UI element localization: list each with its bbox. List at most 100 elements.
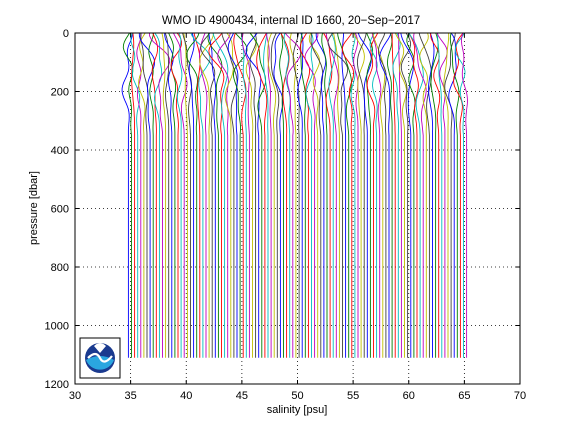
profile-line — [199, 32, 214, 358]
profile-line — [448, 32, 457, 358]
profile-line — [164, 32, 170, 358]
profile-line — [173, 32, 188, 358]
y-tick-labels: 0 200 400 600 800 1000 1200 — [45, 28, 69, 391]
profile-line — [353, 32, 365, 358]
profile-line — [400, 32, 414, 358]
grid-layer — [75, 33, 520, 384]
profile-line — [419, 32, 429, 358]
profile-line — [408, 32, 419, 358]
profile-line — [188, 32, 195, 358]
profile-line — [315, 33, 327, 358]
x-tick-label: 65 — [458, 390, 470, 402]
profile-line — [437, 32, 443, 358]
x-tick-label: 55 — [347, 390, 359, 402]
profile-line — [164, 32, 174, 358]
profile-line — [186, 32, 200, 358]
profile-line — [217, 32, 231, 358]
profile-line — [394, 32, 407, 358]
y-tick-label: 1000 — [45, 321, 69, 333]
profile-line — [151, 32, 159, 358]
profile-line — [299, 32, 311, 358]
profile-line — [297, 32, 304, 358]
x-tick-label: 40 — [180, 390, 192, 402]
y-tick-label: 0 — [63, 28, 69, 40]
y-axis-label: pressure [dbar] — [28, 171, 40, 245]
profile-line — [122, 32, 134, 358]
profile-line — [148, 32, 155, 358]
profile-line — [327, 32, 349, 358]
profile-line — [284, 32, 302, 358]
x-tick-label: 70 — [514, 390, 526, 402]
profile-line — [270, 32, 280, 358]
x-tick-labels: 30 35 40 45 50 55 60 65 70 — [69, 390, 526, 402]
profile-line — [454, 32, 466, 358]
profile-line — [154, 32, 163, 358]
profile-line — [170, 32, 183, 358]
profile-line — [289, 32, 297, 358]
profile-line — [161, 32, 167, 358]
profile-line — [398, 32, 402, 358]
profile-line — [356, 32, 367, 358]
profile-line — [391, 32, 396, 358]
profile-line — [208, 32, 225, 358]
profile-line — [428, 32, 435, 358]
profile-line — [245, 32, 262, 358]
profile-line — [224, 32, 234, 358]
profile-line — [449, 32, 460, 358]
profile-line — [341, 32, 355, 358]
x-tick-label: 60 — [403, 390, 415, 402]
y-tick-label: 800 — [51, 262, 69, 274]
plot-area — [74, 32, 521, 385]
profile-line — [283, 32, 291, 358]
profile-line — [148, 32, 171, 358]
profile-line — [233, 32, 247, 358]
chart-title: WMO ID 4900434, internal ID 1660, 20−Sep… — [162, 15, 420, 27]
noaa-logo-icon — [79, 337, 121, 379]
profile-line — [208, 32, 217, 358]
profile-line — [136, 32, 142, 358]
profile-line — [265, 32, 272, 358]
profile-line — [256, 32, 268, 358]
x-tick-label: 45 — [236, 390, 248, 402]
x-tick-label: 30 — [69, 390, 81, 402]
profile-line — [131, 32, 136, 358]
profile-line — [263, 32, 269, 358]
profile-line — [183, 32, 188, 358]
profile-line — [461, 32, 468, 358]
profile-line — [241, 32, 251, 358]
profile-line — [168, 32, 177, 358]
y-tick-label: 600 — [51, 204, 69, 216]
profile-line — [443, 32, 450, 358]
profile-line — [366, 32, 379, 358]
profile-line — [308, 32, 320, 358]
profile-line — [357, 32, 372, 358]
profile-line — [245, 32, 257, 358]
profiles-layer — [121, 32, 468, 358]
profile-line — [430, 32, 441, 358]
profile-line — [233, 32, 248, 358]
profile-line — [333, 32, 340, 358]
x-tick-label: 35 — [125, 390, 137, 402]
profile-line — [350, 32, 356, 358]
x-tick-label: 50 — [291, 390, 303, 402]
x-axis-label: salinity [psu] — [267, 404, 328, 416]
profile-line — [138, 32, 156, 358]
profile-line — [121, 32, 133, 358]
profile-line — [337, 32, 352, 358]
profile-line — [372, 32, 386, 358]
profile-line — [207, 32, 223, 358]
profile-line — [453, 32, 464, 358]
y-tick-label: 1200 — [45, 379, 69, 391]
profile-line — [280, 32, 290, 358]
profile-line — [369, 32, 378, 358]
profile-line — [273, 32, 284, 358]
profile-line — [418, 32, 432, 358]
profile-line — [200, 32, 216, 358]
profile-line — [392, 32, 401, 358]
profile-line — [190, 32, 211, 358]
profile-line — [325, 32, 339, 358]
profile-line — [176, 32, 183, 358]
profile-line — [199, 32, 208, 358]
y-tick-label: 200 — [51, 87, 69, 99]
